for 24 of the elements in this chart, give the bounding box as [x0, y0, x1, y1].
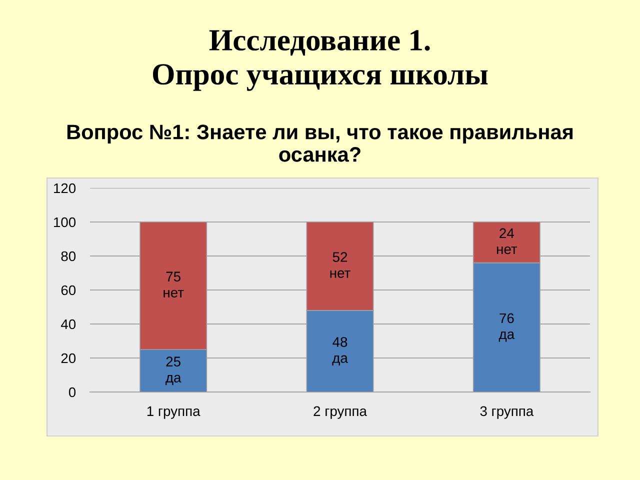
data-label: 52 — [332, 252, 348, 262]
chart-title: Исследование 1. Опрос учащихся школы — [152, 30, 488, 91]
data-label: 24 — [500, 228, 514, 238]
y-tick-label: 40 — [60, 319, 76, 330]
data-label: 25 — [166, 356, 180, 366]
text: да — [498, 332, 515, 342]
y-tick-label: 120 — [54, 183, 76, 194]
text: нет — [330, 270, 350, 278]
series-label: да — [166, 374, 182, 386]
text: да — [332, 355, 348, 366]
text: нет — [164, 290, 184, 298]
data-label: 76 — [500, 313, 514, 324]
y-tick-label: 0 — [68, 387, 76, 398]
y-tick-label: 100 — [54, 217, 76, 228]
y-tick-label: 20 — [61, 353, 76, 364]
chart-subtitle: Вопрос №1: Знаете ли вы, что такое правильная осанка? — [67, 124, 573, 162]
x-tick-label: 2 группа — [314, 406, 367, 419]
series-label: нет — [496, 246, 518, 254]
y-tick-label: 80 — [61, 251, 76, 262]
x-tick-label: 3 группа — [480, 406, 534, 419]
data-label: 48 — [332, 337, 348, 347]
x-tick-label: 1 группа — [147, 406, 200, 419]
data-label: 75 — [166, 272, 180, 282]
y-tick-label: 60 — [61, 285, 76, 296]
